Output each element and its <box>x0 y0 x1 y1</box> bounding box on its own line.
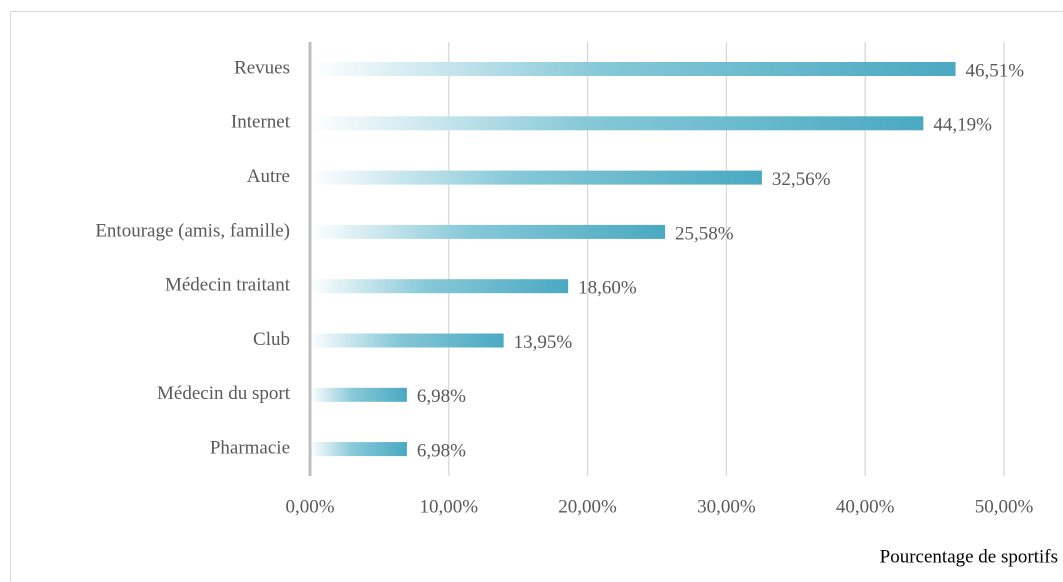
bar <box>310 62 956 76</box>
bar <box>310 224 666 239</box>
y-tick-label: Autre <box>247 166 290 187</box>
bar <box>310 442 407 457</box>
x-tick-label: 0,00% <box>285 496 334 517</box>
y-tick-label: Club <box>253 329 290 350</box>
data-label: 25,58% <box>675 223 734 244</box>
data-label: 6,98% <box>417 386 466 407</box>
x-tick-label: 10,00% <box>420 496 479 517</box>
data-label: 46,51% <box>966 60 1025 81</box>
y-tick-label: Internet <box>231 112 291 133</box>
y-tick-label: Pharmacie <box>210 437 290 458</box>
y-tick-label: Revues <box>234 57 290 78</box>
data-label: 44,19% <box>933 115 992 136</box>
bar <box>310 333 504 348</box>
x-tick-label: 40,00% <box>836 496 895 517</box>
y-tick-label: Médecin du sport <box>157 383 291 404</box>
bar <box>310 279 569 294</box>
x-tick-label: 30,00% <box>697 496 756 517</box>
x-tick-label: 20,00% <box>558 496 617 517</box>
data-label: 32,56% <box>772 169 831 190</box>
y-tick-label: Entourage (amis, famille) <box>95 220 290 241</box>
bar <box>310 116 924 131</box>
x-tick-label: 50,00% <box>975 496 1034 517</box>
bar <box>310 387 407 402</box>
chart-border <box>10 11 1063 582</box>
y-tick-label: Médecin traitant <box>165 275 291 296</box>
data-label: 18,60% <box>578 278 637 299</box>
data-label: 6,98% <box>417 440 466 461</box>
bar <box>310 170 762 185</box>
data-label: 13,95% <box>514 332 573 353</box>
x-axis-title: Pourcentage de sportifs <box>880 546 1058 567</box>
